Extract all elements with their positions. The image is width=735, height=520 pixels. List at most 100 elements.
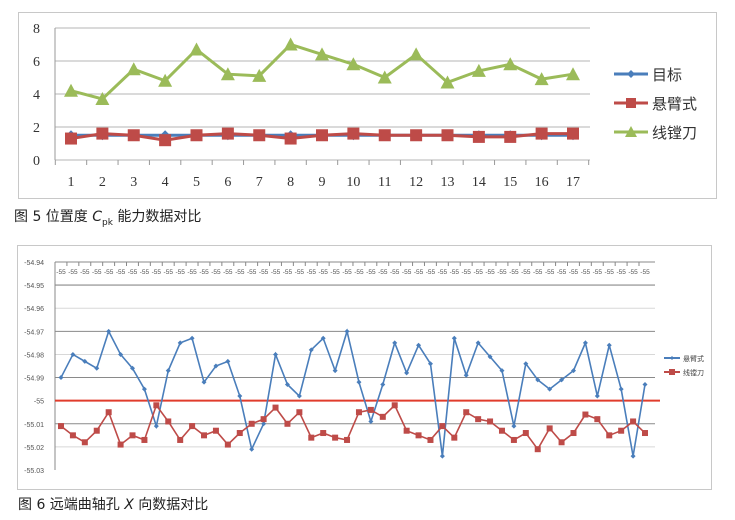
x-tick-label: -55 [164, 269, 174, 276]
data-point [315, 47, 329, 61]
x-tick-label: 15 [503, 175, 517, 190]
x-tick-label: -55 [104, 269, 114, 276]
x-tick-label: 9 [319, 175, 326, 190]
x-tick-label: 8 [287, 175, 294, 190]
data-point [499, 368, 505, 374]
x-tick-label: -55 [378, 269, 388, 276]
series-line-0 [60, 328, 646, 457]
data-point [129, 432, 136, 439]
x-tick-label: -55 [295, 269, 305, 276]
data-point [158, 73, 173, 87]
data-point [472, 130, 485, 143]
x-tick-label: -55 [187, 269, 197, 276]
data-point [320, 430, 327, 437]
data-point [284, 132, 297, 145]
data-point [463, 409, 470, 416]
x-tick-label: 13 [441, 175, 455, 190]
x-tick-label: 7 [256, 175, 263, 190]
x-tick-label: -55 [640, 269, 650, 276]
data-point [409, 47, 424, 61]
data-point [642, 430, 648, 437]
data-point [522, 430, 529, 437]
data-point [546, 425, 553, 432]
data-point [355, 409, 362, 416]
data-point [427, 361, 433, 367]
y-tick-label: -54.97 [24, 329, 44, 336]
x-tick-label: -55 [509, 269, 519, 276]
x-tick-label: 5 [193, 175, 200, 190]
x-tick-label: -55 [569, 269, 579, 276]
data-point [316, 129, 328, 142]
data-point [252, 68, 267, 82]
x-tick-label: 12 [409, 175, 423, 190]
data-point [220, 67, 235, 81]
data-point [582, 411, 589, 418]
x-tick-label: -55 [342, 269, 352, 276]
x-tick-label: 3 [130, 175, 137, 190]
x-tick-label: -55 [473, 269, 483, 276]
data-point [177, 340, 183, 346]
y-tick-label: -55 [34, 399, 44, 406]
x-tick-label: -55 [450, 269, 460, 276]
caption-symbol: C [92, 209, 103, 225]
x-tick-label: -55 [545, 269, 555, 276]
y-tick-label: -54.94 [24, 260, 44, 267]
data-point [618, 386, 624, 392]
data-point [153, 423, 159, 429]
data-point [332, 368, 338, 374]
data-point [189, 423, 196, 430]
legend-marker [625, 126, 637, 137]
legend-label: 悬臂式 [683, 354, 704, 363]
data-point [487, 354, 493, 360]
data-point [253, 129, 266, 142]
data-point [523, 361, 529, 367]
x-tick-label: -55 [605, 269, 615, 276]
figure6-caption: 图 6 远端曲轴孔 X 向数据对比 [18, 494, 208, 514]
x-tick-label: -55 [497, 269, 507, 276]
data-point [283, 37, 298, 51]
y-tick-label: -54.96 [24, 306, 44, 313]
x-tick-label: -55 [116, 269, 126, 276]
data-point [81, 439, 88, 446]
x-tick-label: -55 [366, 269, 376, 276]
legend-marker [627, 70, 635, 78]
x-tick-label: -55 [68, 269, 78, 276]
x-tick-label: 14 [472, 175, 486, 190]
figure5-caption: 图 5 位置度 Cpk 能力数据对比 [14, 206, 201, 228]
data-point [58, 375, 64, 381]
data-point [126, 62, 141, 76]
data-point [368, 418, 374, 424]
x-tick-label: 4 [162, 175, 169, 190]
x-tick-label: -55 [140, 269, 150, 276]
data-point [487, 418, 494, 425]
x-tick-label: -55 [628, 269, 638, 276]
x-tick-label: 6 [224, 175, 231, 190]
x-tick-label: -55 [56, 269, 66, 276]
data-point [618, 427, 625, 434]
x-tick-label: -55 [199, 269, 209, 276]
data-point [141, 386, 147, 392]
data-point [570, 368, 576, 374]
x-tick-label: -55 [521, 269, 531, 276]
data-point [320, 335, 326, 341]
x-tick-label: -55 [593, 269, 603, 276]
y-tick-label: -54.99 [24, 376, 44, 383]
data-point [249, 446, 255, 452]
series-line-1 [60, 403, 646, 451]
y-tick-label: 0 [33, 154, 40, 169]
data-point [95, 91, 110, 105]
x-tick-label: -55 [485, 269, 495, 276]
legend-marker [670, 356, 674, 360]
x-tick-label: -55 [271, 269, 281, 276]
data-point [415, 432, 422, 439]
data-point [475, 416, 482, 423]
data-point [165, 418, 172, 425]
data-point [118, 351, 124, 357]
data-point [308, 434, 315, 441]
data-point [284, 381, 290, 387]
x-tick-label: -55 [92, 269, 102, 276]
data-point [94, 365, 100, 371]
data-point [96, 127, 109, 140]
data-point [260, 416, 267, 423]
y-tick-label: -54.95 [24, 283, 44, 290]
